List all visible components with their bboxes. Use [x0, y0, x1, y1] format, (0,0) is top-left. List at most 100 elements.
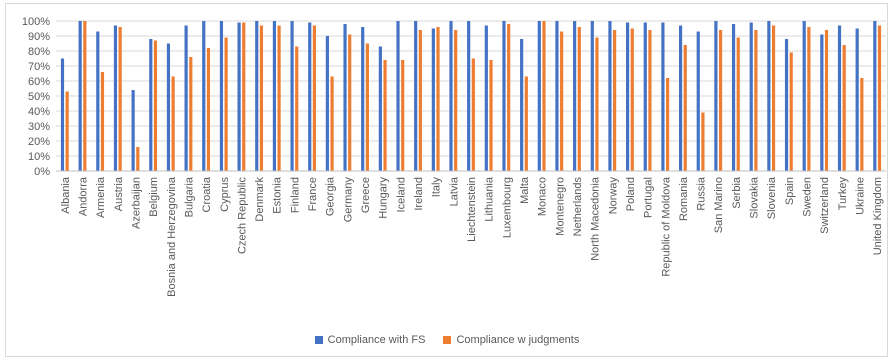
x-tick-label: Georgia	[325, 176, 337, 216]
bar-compliance-fs	[837, 25, 842, 171]
x-tick-label: France	[307, 177, 319, 211]
bar-compliance-fs	[731, 24, 736, 171]
x-tick-label: Russia	[696, 176, 708, 211]
bar-compliance-judgments	[666, 78, 670, 171]
bar-compliance-judgments	[524, 76, 528, 171]
bar-compliance-fs	[590, 21, 594, 171]
bar-compliance-fs	[219, 21, 224, 171]
x-tick-label: Andorra	[77, 176, 89, 216]
bar-compliance-fs	[520, 39, 524, 171]
bar-compliance-judgments	[860, 78, 864, 171]
x-tick-label: Luxembourg	[501, 177, 513, 238]
x-tick-label: Belgium	[148, 177, 160, 217]
x-tick-label: Latvia	[448, 176, 460, 206]
bar-compliance-fs	[749, 22, 753, 171]
bar-compliance-fs	[802, 21, 806, 171]
bar-compliance-judgments	[595, 37, 599, 171]
bar-compliance-judgments	[171, 76, 175, 171]
bar-compliance-judgments	[206, 48, 211, 171]
x-tick-label: Iceland	[395, 177, 407, 212]
x-tick-label: United Kingdom	[872, 177, 884, 255]
bar-compliance-fs	[166, 43, 171, 171]
bar-compliance-judgments	[224, 37, 228, 171]
x-tick-label: Ukraine	[855, 177, 867, 215]
bar-compliance-judgments	[507, 24, 511, 171]
bar-compliance-fs	[661, 22, 665, 171]
bar-compliance-fs	[131, 90, 135, 171]
y-tick-label: 50%	[28, 91, 50, 103]
bar-compliance-fs	[484, 25, 488, 171]
y-tick-label: 90%	[28, 31, 50, 43]
bar-compliance-fs	[202, 21, 206, 171]
x-tick-label: Turkey	[837, 177, 849, 211]
x-tick-label: Serbia	[731, 176, 743, 209]
bar-compliance-judgments	[736, 37, 740, 171]
x-tick-label: Portugal	[643, 177, 655, 218]
bar-compliance-judgments	[295, 46, 299, 171]
bar-compliance-fs	[820, 34, 824, 171]
bar-compliance-fs	[537, 21, 541, 171]
x-tick-label: San Marino	[713, 177, 725, 233]
bar-compliance-judgments	[842, 45, 846, 171]
bar-compliance-judgments	[789, 52, 793, 171]
x-tick-label: Germany	[342, 177, 354, 223]
bar-compliance-fs	[573, 21, 577, 171]
bar-compliance-judgments	[754, 30, 758, 171]
y-tick-label: 80%	[28, 46, 50, 58]
legend-label-fs: Compliance with FS	[327, 334, 426, 346]
bar-compliance-fs	[396, 21, 400, 171]
x-tick-label: Hungary	[378, 177, 390, 219]
x-tick-label: Cyprus	[219, 177, 231, 212]
x-tick-label: Austria	[113, 176, 125, 211]
bar-compliance-judgments	[701, 112, 705, 171]
bar-compliance-fs	[626, 22, 630, 171]
bar-compliance-fs	[784, 39, 789, 171]
bar-compliance-fs	[361, 27, 365, 171]
bar-compliance-fs	[696, 31, 700, 171]
x-tick-label: Ireland	[413, 177, 425, 211]
x-tick-label: Albania	[60, 176, 72, 214]
x-tick-label: Estonia	[272, 176, 284, 214]
x-axis: Albania Andorra Armenia Austria Azerbaijan Be…	[56, 170, 886, 297]
bar-compliance-fs	[308, 22, 312, 171]
bar-compliance-fs	[255, 21, 259, 171]
bar-compliance-fs	[449, 21, 453, 171]
bar-compliance-judgments	[277, 25, 281, 171]
bar-compliance-fs	[378, 46, 382, 171]
legend-swatch-fs	[314, 336, 323, 344]
bar-compliance-judgments	[489, 60, 493, 171]
bar-compliance-judgments	[189, 57, 193, 171]
bar-compliance-fs	[502, 21, 506, 171]
x-tick-label: Finland	[289, 177, 301, 213]
bar-compliance-fs	[78, 21, 82, 171]
bar-compliance-judgments	[242, 22, 246, 171]
legend-swatch-judgments	[443, 336, 452, 344]
bar-compliance-fs	[184, 25, 188, 171]
bar-compliance-judgments	[454, 30, 458, 171]
x-tick-label: Bosnia and Herzegovina	[166, 176, 178, 297]
bar-compliance-judgments	[807, 27, 811, 171]
bars	[60, 21, 882, 171]
bar-compliance-judgments	[383, 60, 387, 171]
bar-compliance-judgments	[83, 21, 87, 171]
x-tick-label: Greece	[360, 177, 372, 213]
legend-label-judgments: Compliance w judgments	[456, 334, 580, 346]
bar-compliance-judgments	[824, 30, 829, 171]
y-tick-label: 30%	[28, 121, 50, 133]
bar-compliance-fs	[767, 21, 771, 171]
x-tick-label: Lithuania	[484, 176, 496, 222]
x-tick-label: Montenegro	[554, 177, 566, 236]
x-tick-label: Slovakia	[749, 176, 761, 218]
x-tick-label: Azerbaijan	[130, 177, 142, 229]
gridlines	[56, 20, 886, 172]
bar-compliance-fs	[414, 21, 418, 171]
bar-compliance-judgments	[365, 43, 369, 171]
bar-compliance-judgments	[153, 40, 158, 171]
x-tick-label: Republic of Moldova	[660, 176, 672, 277]
bar-compliance-judgments	[65, 91, 69, 171]
bar-compliance-judgments	[683, 45, 687, 171]
bar-compliance-fs	[60, 58, 65, 171]
bar-compliance-judgments	[100, 72, 105, 171]
x-tick-label: Sweden	[802, 177, 814, 217]
